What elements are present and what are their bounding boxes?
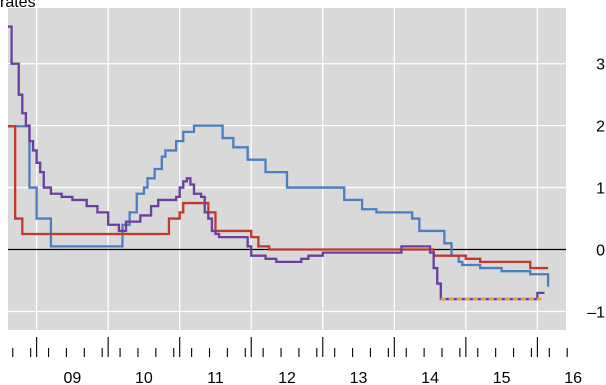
- series-line-2: [8, 25, 545, 301]
- series-layer: [8, 25, 550, 301]
- y-tick-label: 1: [596, 181, 605, 198]
- y-axis-label: rates: [0, 0, 36, 11]
- x-tick-label: 16: [564, 370, 582, 385]
- x-tick-label: 09: [63, 370, 81, 385]
- y-tick-label: 0: [596, 243, 605, 260]
- series-line-1: [8, 125, 549, 270]
- plot-background: [8, 8, 566, 330]
- y-tick-label: 2: [596, 119, 605, 136]
- x-tick-label: 11: [207, 370, 224, 385]
- x-tick-label: 12: [278, 370, 296, 385]
- x-tick-label: 10: [135, 370, 153, 385]
- x-tick-label: 15: [493, 370, 511, 385]
- x-tick-label: 14: [421, 370, 439, 385]
- x-tick-label: 13: [350, 370, 368, 385]
- y-tick-label: –1: [587, 304, 605, 321]
- y-tick-label: 3: [596, 57, 605, 74]
